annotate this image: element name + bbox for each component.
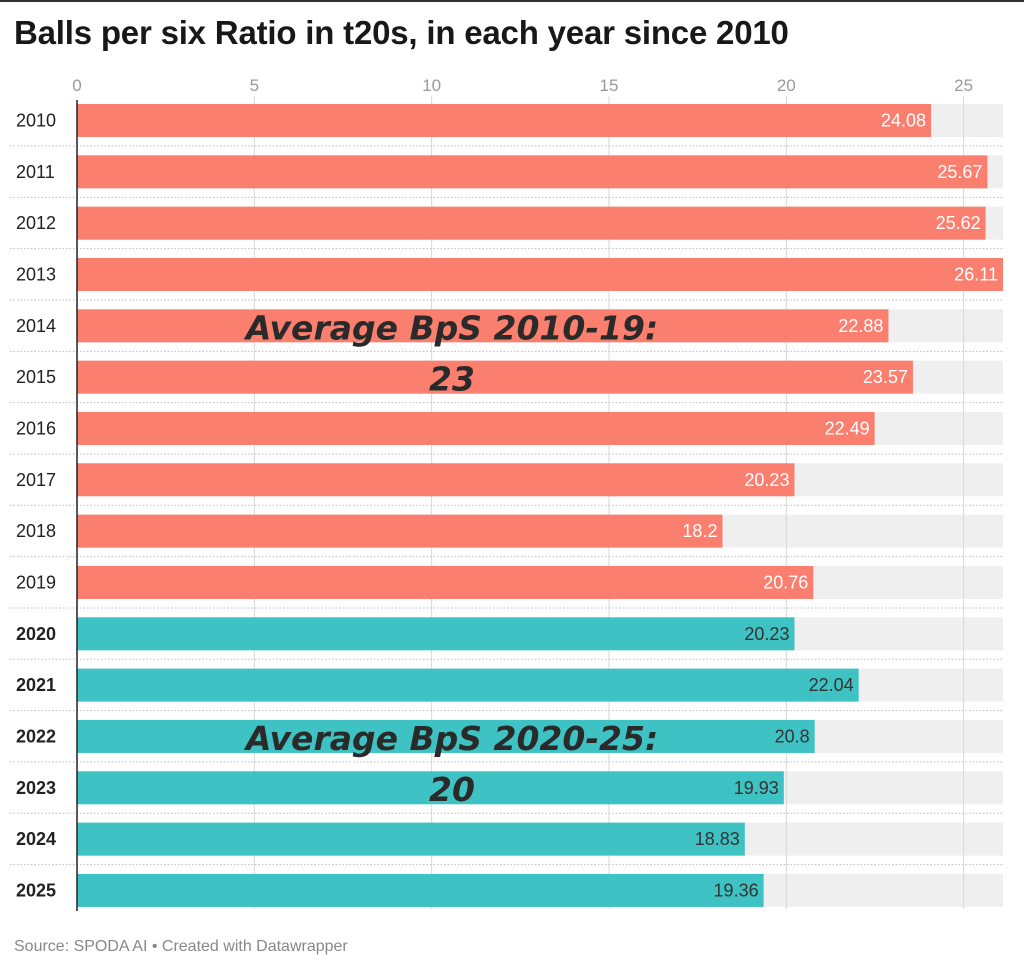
bar xyxy=(77,668,859,702)
category-label: 2020 xyxy=(16,624,56,644)
value-label: 20.23 xyxy=(744,470,789,490)
category-label: 2015 xyxy=(16,367,56,387)
value-label: 19.93 xyxy=(734,778,779,798)
value-label: 25.67 xyxy=(937,162,982,182)
value-label: 19.36 xyxy=(714,880,759,900)
x-tick-label: 20 xyxy=(777,76,796,95)
value-label: 23.57 xyxy=(863,367,908,387)
category-label: 2025 xyxy=(16,880,56,900)
bar xyxy=(77,873,764,907)
value-label: 20.23 xyxy=(744,624,789,644)
category-label: 2019 xyxy=(16,572,56,592)
bar xyxy=(77,104,932,137)
bar xyxy=(77,617,795,651)
value-label: 26.11 xyxy=(954,264,998,284)
category-label: 2014 xyxy=(16,316,56,336)
category-label: 2010 xyxy=(16,111,56,131)
category-label: 2013 xyxy=(16,264,56,284)
x-tick-label: 10 xyxy=(422,76,441,95)
top-rule xyxy=(0,0,1024,2)
chart-title: Balls per six Ratio in t20s, in each yea… xyxy=(14,14,789,51)
bar-chart: 0 5 10 15 20 25 20102011201220132014201520162… xyxy=(10,76,1003,911)
x-axis-ticks: 0 5 10 15 20 25 xyxy=(72,76,973,95)
category-label: 2011 xyxy=(16,162,55,182)
bar xyxy=(77,206,986,240)
category-label: 2022 xyxy=(16,726,56,746)
category-label: 2016 xyxy=(16,418,56,438)
value-labels: 24.08 25.67 25.62 26.11 22.88 23.57 22.49 20.23… xyxy=(682,111,998,901)
value-label: 25.62 xyxy=(936,213,981,233)
value-label: 22.04 xyxy=(809,675,854,695)
bar xyxy=(77,257,1003,291)
bar xyxy=(77,822,745,856)
value-label: 20.76 xyxy=(763,572,808,592)
annotation-text: 23 xyxy=(429,359,475,398)
annotation-text: Average BpS 2020-25: xyxy=(243,719,658,758)
bar xyxy=(77,411,875,445)
bar xyxy=(77,565,814,599)
value-label: 22.88 xyxy=(838,316,883,336)
value-label: 20.8 xyxy=(775,726,810,746)
category-label: 2024 xyxy=(16,829,56,849)
bar xyxy=(77,771,784,805)
annotation-text: 20 xyxy=(429,770,475,809)
bar xyxy=(77,155,988,189)
annotation-text: Average BpS 2010-19: xyxy=(243,308,658,347)
bars xyxy=(77,104,1003,907)
source-note: Source: SPODA AI • Created with Datawrap… xyxy=(14,938,348,955)
category-labels: 2010 2011 2012 2013 2014 2015 2016 2017 2018 2019… xyxy=(16,111,56,901)
value-label: 18.2 xyxy=(682,521,717,541)
x-tick-label: 15 xyxy=(600,76,619,95)
annotations: Average BpS 2010-19: 23 Average BpS 2020-2… xyxy=(243,308,658,809)
x-tick-label: 5 xyxy=(250,76,259,95)
bar xyxy=(77,309,889,343)
bar xyxy=(77,514,723,548)
bar xyxy=(77,360,913,394)
value-label: 18.83 xyxy=(695,829,740,849)
value-label: 22.49 xyxy=(825,418,870,438)
category-label: 2018 xyxy=(16,521,56,541)
category-label: 2023 xyxy=(16,778,56,798)
x-tick-label: 0 xyxy=(72,76,81,95)
category-label: 2017 xyxy=(16,470,56,490)
category-label: 2012 xyxy=(16,213,56,233)
category-label: 2021 xyxy=(16,675,56,695)
x-tick-label: 25 xyxy=(954,76,973,95)
bar xyxy=(77,719,815,753)
row-separators xyxy=(10,145,1003,866)
value-label: 24.08 xyxy=(881,111,926,131)
bar xyxy=(77,463,795,497)
